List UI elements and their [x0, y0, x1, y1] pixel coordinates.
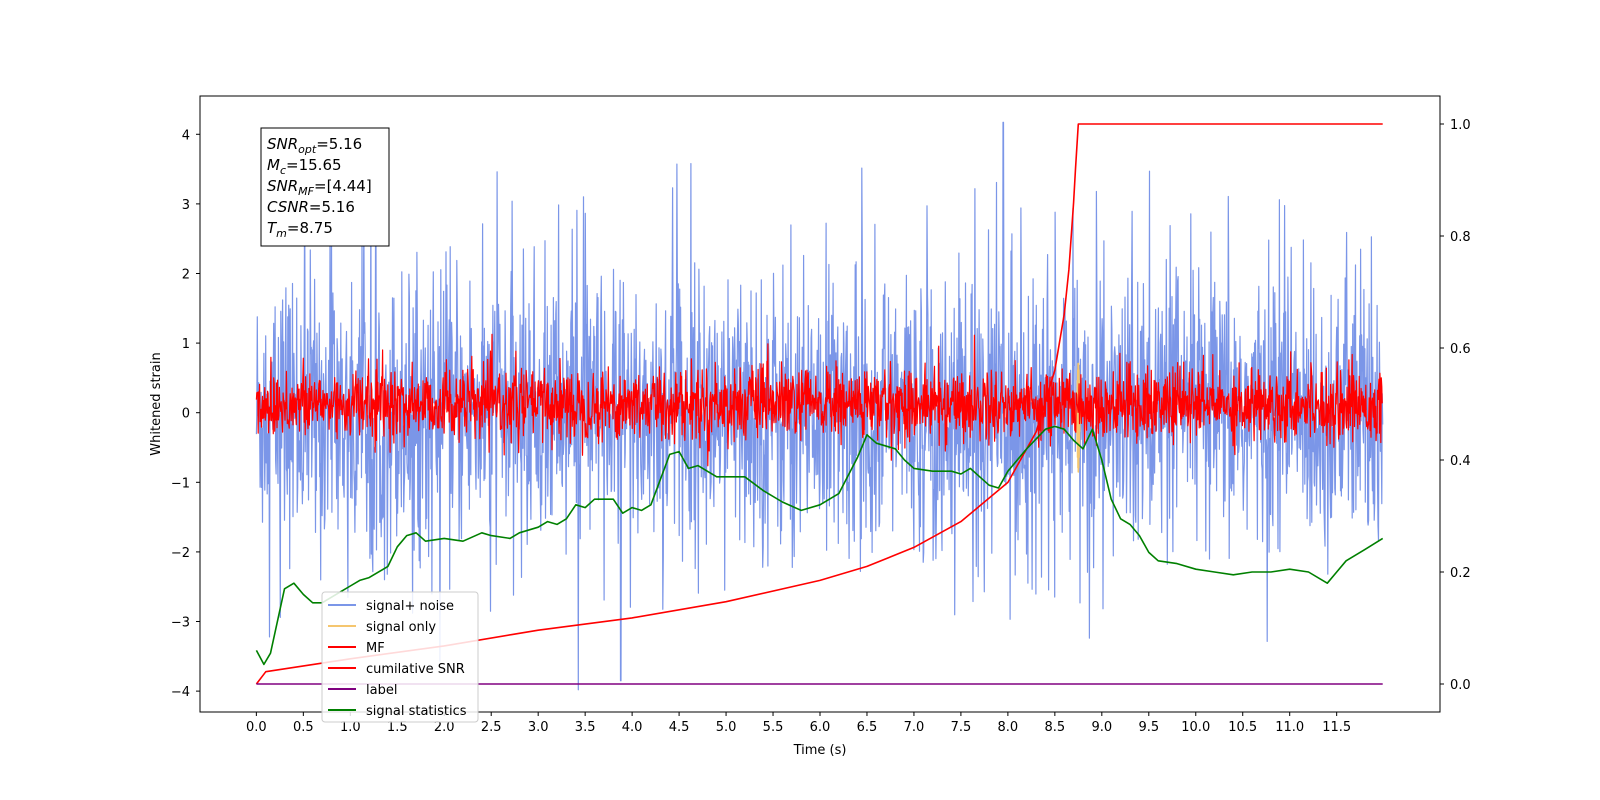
series-line-2 [255, 333, 1383, 467]
y-axis-label: Whitened strain [149, 352, 164, 455]
legend-label: cumilative SNR [366, 662, 465, 677]
y2-tick-label: 1.0 [1450, 118, 1471, 133]
annotation-line: SNRopt=5.16 [267, 135, 362, 156]
y-tick-label: 3 [182, 198, 190, 213]
x-tick-label: 5.0 [716, 720, 737, 735]
x-tick-label: 0.5 [293, 720, 314, 735]
y2-tick-label: 0.0 [1450, 678, 1471, 693]
annotation-box: SNRopt=5.16Mc=15.65SNRMF=[4.44]CSNR=5.16… [260, 127, 390, 247]
legend: signal+ noise signal only MF cumilative SNR… [321, 591, 479, 723]
x-tick-label: 3.5 [575, 720, 596, 735]
annotation-line: CSNR=5.16 [267, 198, 355, 216]
x-tick-label: 7.5 [951, 720, 972, 735]
y-tick-label: −4 [171, 685, 190, 700]
x-tick-label: 10.5 [1228, 720, 1257, 735]
annotation-frame [260, 127, 390, 247]
x-tick-label: 8.0 [998, 720, 1019, 735]
annotation-line: Mc=15.65 [267, 156, 342, 177]
x-tick-label: 9.5 [1138, 720, 1159, 735]
legend-label: MF [366, 641, 385, 656]
x-tick-label: 0.0 [246, 720, 267, 735]
y2-tick-label: 0.4 [1450, 454, 1471, 469]
y-axis-left: 4 3 2 1 0 −1 −2 −3 −4 [171, 128, 200, 700]
annotation-line: SNRMF=[4.44] [267, 177, 372, 198]
x-tick-label: 11.0 [1275, 720, 1304, 735]
y-tick-label: 0 [182, 407, 190, 422]
y-tick-label: −3 [171, 616, 190, 631]
x-tick-label: 10.0 [1181, 720, 1210, 735]
x-tick-label: 4.5 [669, 720, 690, 735]
y-tick-label: −2 [171, 546, 190, 561]
x-tick-label: 7.0 [904, 720, 925, 735]
legend-frame [321, 591, 479, 723]
x-tick-label: 5.5 [763, 720, 784, 735]
x-axis-label: Time (s) [793, 743, 847, 758]
legend-label: label [366, 683, 397, 698]
y-tick-label: 4 [182, 128, 190, 143]
annotation-line: Tm=8.75 [267, 219, 333, 240]
x-tick-label: 2.5 [481, 720, 502, 735]
x-tick-label: 3.0 [528, 720, 549, 735]
x-tick-label: 8.5 [1045, 720, 1066, 735]
y2-tick-label: 0.6 [1450, 342, 1471, 357]
legend-label: signal statistics [366, 704, 467, 719]
y-axis-right: 1.0 0.8 0.6 0.4 0.2 0.0 [1440, 118, 1471, 693]
series-line-5 [255, 425, 1384, 666]
y-tick-label: 1 [182, 337, 190, 352]
legend-label: signal+ noise [366, 599, 454, 614]
y-tick-label: 2 [182, 267, 190, 282]
x-axis: 0.0 0.5 1.0 1.5 2.0 2.5 3.0 3.5 4.0 4.5 5.0 5.5 6.0 6… [246, 712, 1351, 735]
y-tick-label: −1 [171, 476, 190, 491]
x-tick-label: 6.0 [810, 720, 831, 735]
y2-tick-label: 0.2 [1450, 566, 1471, 581]
legend-label: signal only [366, 620, 436, 635]
x-tick-label: 11.5 [1322, 720, 1351, 735]
x-tick-label: 4.0 [622, 720, 643, 735]
x-tick-label: 1.0 [340, 720, 361, 735]
x-tick-label: 9.0 [1091, 720, 1112, 735]
x-tick-label: 6.5 [857, 720, 878, 735]
x-tick-label: 2.0 [434, 720, 455, 735]
y2-tick-label: 0.8 [1450, 230, 1471, 245]
x-tick-label: 1.5 [387, 720, 408, 735]
